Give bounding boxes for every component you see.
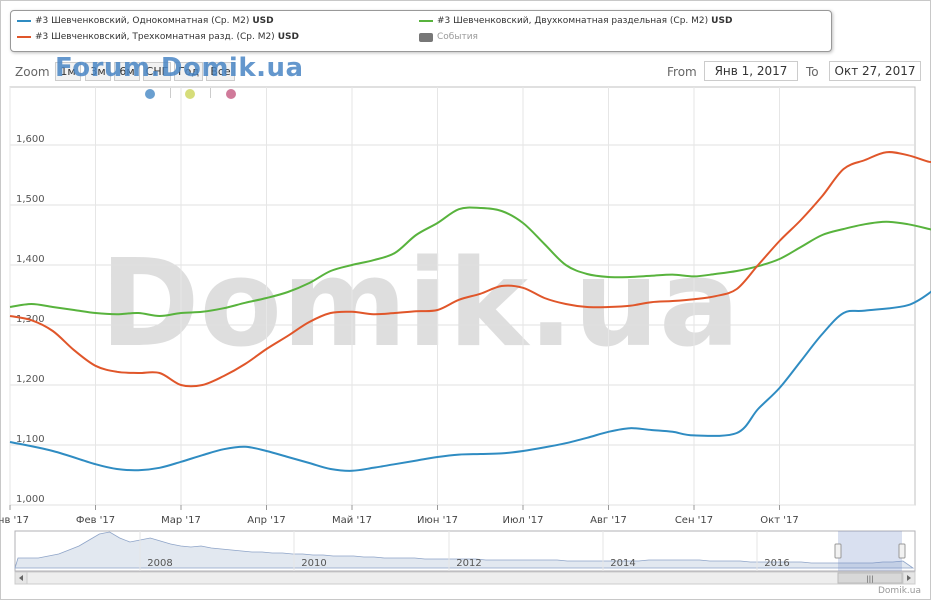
legend-label-3room: #3 Шевченковский, Трехкомнатная разд. (С…	[35, 32, 275, 42]
indicator-separator	[210, 88, 211, 98]
legend-label-1room: #3 Шевченковский, Однокомнатная (Ср. М2)	[35, 16, 250, 26]
navigator[interactable]: 2008 2010 2012 2014 2016 |||	[14, 530, 916, 585]
zoom-button-ytd[interactable]: СНГ	[143, 62, 171, 81]
indicator-dot-pink[interactable]	[226, 89, 236, 99]
scrollbar-grip: |||	[866, 575, 873, 583]
arrow-right-icon	[907, 575, 911, 581]
chart-credit[interactable]: Domik.ua	[878, 586, 921, 596]
chart-grid	[9, 86, 916, 506]
series-line-1room	[9, 290, 931, 472]
chart-series	[9, 151, 931, 472]
legend-item-2room[interactable]: #3 Шевченковский, Двухкомнатная раздельн…	[419, 16, 732, 26]
legend-item-events[interactable]: События	[419, 32, 478, 42]
navigator-year-label: 2012	[456, 558, 481, 569]
y-tick-label: 1,600	[16, 134, 45, 145]
legend-unit-2room: USD	[711, 16, 733, 26]
navigator-handle-right[interactable]	[898, 543, 906, 559]
domik-watermark: Domik.ua	[100, 235, 740, 374]
x-tick-label: Фев '17	[76, 515, 115, 526]
legend-item-3room[interactable]: #3 Шевченковский, Трехкомнатная разд. (С…	[17, 32, 299, 42]
legend-swatch-3room	[17, 36, 31, 38]
indicator-dot-blue[interactable]	[145, 89, 155, 99]
legend-swatch-1room	[17, 20, 31, 22]
legend-swatch-2room	[419, 20, 433, 22]
legend-swatch-events	[419, 32, 433, 42]
legend-unit-1room: USD	[252, 16, 274, 26]
legend-item-1room[interactable]: #3 Шевченковский, Однокомнатная (Ср. М2)…	[17, 16, 274, 26]
navigator-year-label: 2014	[610, 558, 635, 569]
navigator-year-label: 2016	[764, 558, 789, 569]
x-tick-label: Май '17	[332, 515, 372, 526]
navigator-year-label: 2008	[147, 558, 172, 569]
x-tick-label: Июл '17	[503, 515, 544, 526]
zoom-button-3m[interactable]: 3м	[85, 62, 111, 81]
legend-label-events: События	[437, 32, 478, 42]
indicator-separator	[170, 88, 171, 98]
y-tick-label: 1,200	[16, 374, 45, 385]
range-from-label: From	[667, 65, 697, 79]
x-tick-label: Мар '17	[161, 515, 201, 526]
range-from-input[interactable]: Янв 1, 2017	[704, 61, 798, 81]
navigator-handle-left[interactable]	[834, 543, 842, 559]
series-line-3room	[9, 151, 931, 388]
legend-unit-3room: USD	[277, 32, 299, 42]
navigator-series-area	[14, 531, 915, 569]
range-to-input[interactable]: Окт 27, 2017	[829, 61, 921, 81]
y-tick-label: 1,000	[16, 494, 45, 505]
x-tick-label: Янв '17	[0, 515, 29, 526]
zoom-label: Zoom	[15, 65, 50, 79]
x-tick-label: Окт '17	[760, 515, 798, 526]
range-to-label: To	[806, 65, 819, 79]
chart-legend: #3 Шевченковский, Однокомнатная (Ср. М2)…	[10, 10, 832, 52]
x-tick-label: Апр '17	[247, 515, 285, 526]
indicator-dot-yellow[interactable]	[185, 89, 195, 99]
arrow-left-icon	[19, 575, 23, 581]
x-tick-label: Сен '17	[675, 515, 713, 526]
x-tick-label: Авг '17	[590, 515, 627, 526]
x-axis: Янв '17 Фев '17 Мар '17 Апр '17 Май '17 Июн '…	[0, 505, 799, 526]
scrollbar-track[interactable]	[14, 571, 916, 585]
navigator-year-labels: 2008 2010 2012 2014 2016	[139, 531, 790, 571]
y-tick-label: 1,100	[16, 434, 45, 445]
zoom-button-1m[interactable]: 1м	[55, 62, 81, 81]
y-tick-label: 1,400	[16, 254, 45, 265]
zoom-button-all[interactable]: Все	[206, 62, 235, 81]
series-line-2room	[9, 206, 931, 317]
legend-label-2room: #3 Шевченковский, Двухкомнатная раздельн…	[437, 16, 709, 26]
zoom-button-year[interactable]: Год	[174, 62, 203, 81]
y-tick-label: 1,500	[16, 194, 45, 205]
scrollbar-thumb[interactable]	[837, 572, 903, 584]
navigator-selected-range[interactable]	[838, 531, 902, 571]
x-tick-label: Июн '17	[417, 515, 458, 526]
navigator-year-label: 2010	[301, 558, 326, 569]
zoom-button-6m[interactable]: 6м	[114, 62, 140, 81]
